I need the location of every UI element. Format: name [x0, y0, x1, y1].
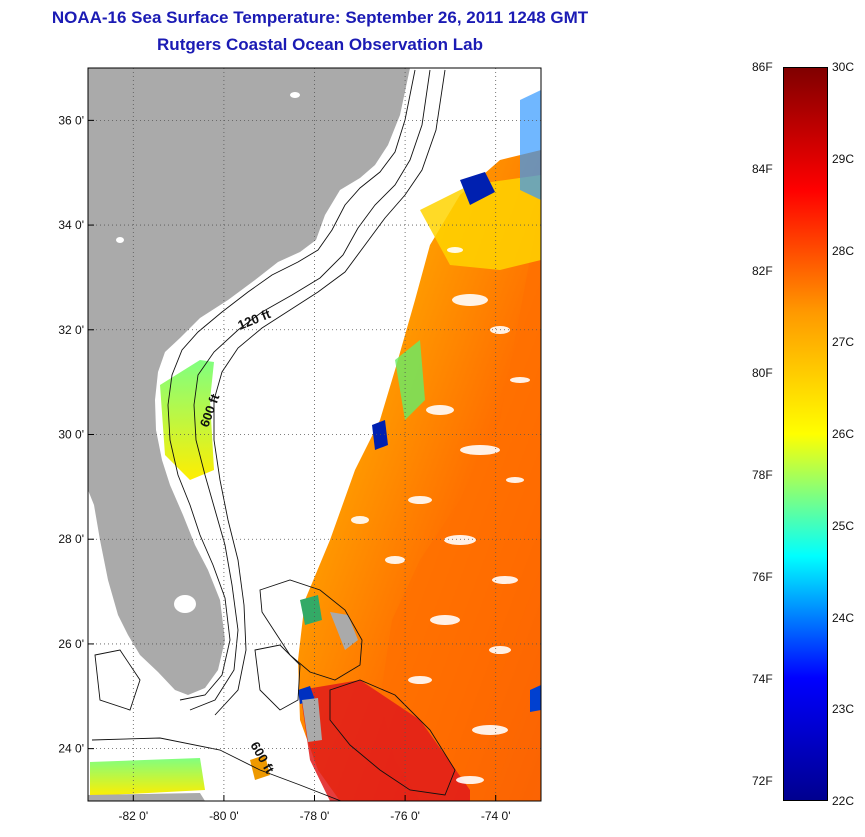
colorbar-celsius-label: 28C	[832, 243, 855, 258]
axis-ticks: 24 0' 26 0' 28 0' 30 0' 32 0' 34 0' 36 0' -82 0…	[58, 113, 510, 823]
colorbar-fahrenheit-label: 74F	[752, 671, 773, 686]
lat-tick-label: 24 0'	[58, 742, 84, 756]
lon-tick-label: -80 0'	[209, 809, 239, 823]
colorbar-fahrenheit-label: 82F	[752, 263, 773, 278]
colorbar-fahrenheit-label: 86F	[752, 60, 773, 74]
lat-tick-label: 26 0'	[58, 637, 84, 651]
colorbar-fahrenheit-label: 76F	[752, 569, 773, 584]
colorbar-celsius-label: 24C	[832, 610, 855, 625]
lon-tick-label: -82 0'	[118, 809, 148, 823]
lat-tick-label: 34 0'	[58, 218, 84, 232]
colorbar-fahrenheit-label: 72F	[752, 773, 773, 788]
colorbar-celsius-label: 27C	[832, 335, 855, 350]
colorbar-fahrenheit-label: 84F	[752, 161, 773, 176]
lat-tick-label: 28 0'	[58, 532, 84, 546]
colorbar-fahrenheit-label: 78F	[752, 467, 773, 482]
colorbar-celsius-label: 25C	[832, 518, 855, 533]
lat-tick-label: 32 0'	[58, 323, 84, 337]
sst-map: 120 ft 600 ft 600 ft 24 0' 26 0' 28 0' 30 0…	[58, 67, 542, 823]
lon-tick-label: -76 0'	[390, 809, 420, 823]
colorbar-fahrenheit-label: 80F	[752, 365, 773, 380]
colorbar-celsius-label: 23C	[832, 702, 855, 717]
colorbar-celsius-label: 29C	[832, 151, 855, 166]
sst-data-field	[90, 90, 541, 801]
map-title: NOAA-16 Sea Surface Temperature: Septemb…	[51, 8, 589, 27]
lat-tick-label: 36 0'	[58, 113, 84, 127]
colorbar-celsius-label: 26C	[832, 427, 855, 441]
colorbar-celsius-label: 22C	[832, 794, 855, 808]
map-subtitle: Rutgers Coastal Ocean Observation Lab	[157, 35, 483, 54]
colorbar-celsius-label: 30C	[832, 60, 855, 74]
depth-contours	[91, 69, 456, 801]
lat-tick-label: 30 0'	[58, 428, 84, 442]
lake-okeechobee	[174, 595, 196, 613]
lon-tick-label: -74 0'	[481, 809, 511, 823]
colorbar-scale	[783, 67, 828, 801]
lon-tick-label: -78 0'	[300, 809, 330, 823]
